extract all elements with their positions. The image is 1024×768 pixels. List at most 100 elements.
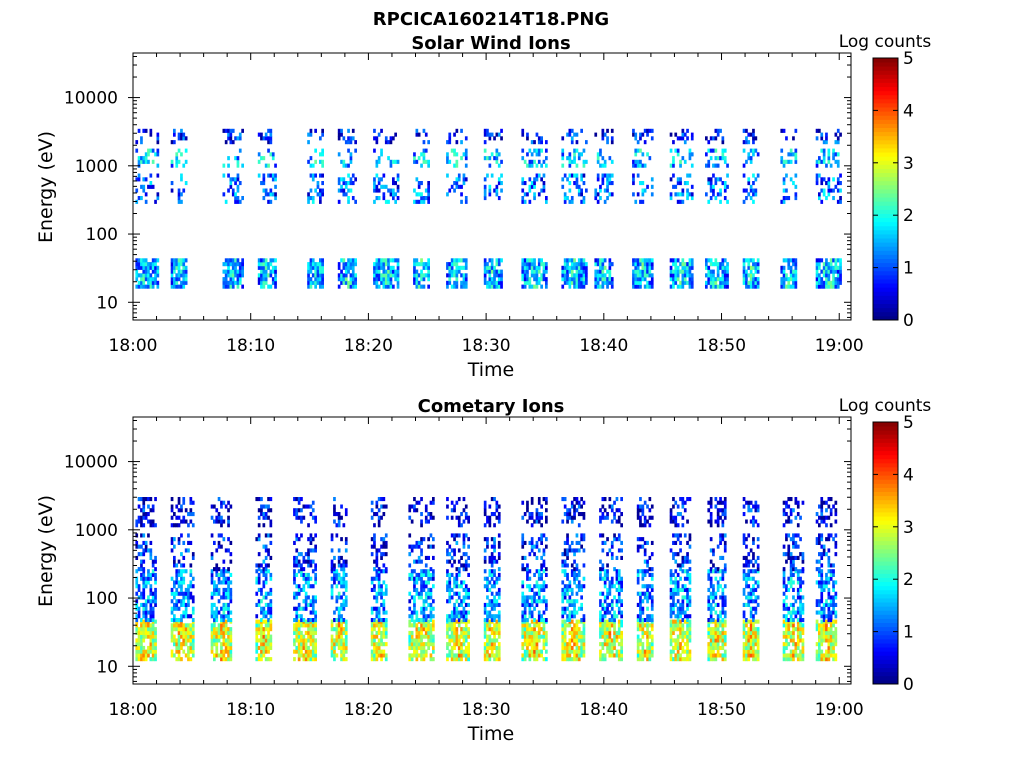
heatmap-cell (229, 552, 233, 557)
heatmap-cell (262, 544, 266, 549)
heatmap-cell (545, 156, 548, 161)
heatmap-cell (540, 140, 543, 145)
heatmap-cell (787, 159, 791, 164)
heatmap-cell (142, 258, 146, 263)
heatmap-cell (530, 548, 534, 553)
heatmap-cell (342, 630, 346, 635)
heatmap-cell (566, 587, 569, 592)
heatmap-cell (450, 555, 454, 560)
heatmap-cell (396, 265, 400, 270)
heatmap-cell (351, 265, 355, 270)
heatmap-cell (528, 515, 532, 520)
heatmap-cell (342, 602, 346, 607)
heatmap-cell (135, 258, 139, 263)
heatmap-cell (267, 140, 270, 145)
heatmap-cell (575, 638, 579, 643)
heatmap-cell (144, 653, 148, 658)
heatmap-cell (184, 519, 188, 524)
heatmap-cell (521, 128, 525, 133)
heatmap-cell (151, 559, 155, 564)
heatmap-cell (742, 148, 746, 153)
heatmap-cell (144, 610, 148, 615)
heatmap-cell (493, 277, 496, 282)
heatmap-cell (542, 533, 546, 538)
heatmap-cell (344, 280, 348, 285)
heatmap-cell (170, 537, 174, 542)
heatmap-cell (577, 504, 581, 509)
heatmap-cell (570, 173, 574, 178)
heatmap-cell (603, 610, 607, 615)
heatmap-cell (337, 630, 341, 635)
heatmap-cell (238, 269, 242, 274)
heatmap-cell (144, 580, 148, 585)
heatmap-cell (540, 258, 543, 263)
heatmap-cell (337, 548, 341, 553)
heatmap-cell (257, 630, 261, 635)
heatmap-cell (488, 645, 492, 650)
heatmap-cell (144, 623, 148, 628)
heatmap-cell (267, 199, 270, 204)
heatmap-cell (545, 284, 548, 289)
heatmap-cell (382, 610, 386, 615)
heatmap-cell (135, 555, 139, 560)
heatmap-cell (723, 265, 727, 270)
heatmap-cell (316, 273, 320, 278)
heatmap-cell (231, 188, 235, 193)
heatmap-cell (575, 163, 579, 168)
heatmap-cell (533, 159, 536, 164)
heatmap-cell (262, 258, 266, 263)
heatmap-cell (523, 540, 527, 545)
heatmap-cell (495, 258, 499, 263)
heatmap-cell (825, 136, 828, 141)
heatmap-cell (384, 610, 388, 615)
heatmap-cell (137, 595, 141, 600)
heatmap-cell (413, 262, 416, 267)
heatmap-cell (561, 623, 565, 628)
heatmap-cell (370, 634, 374, 639)
heatmap-cell (170, 638, 174, 643)
heatmap-cell (530, 599, 534, 604)
heatmap-cell (227, 269, 230, 274)
heatmap-cell (349, 273, 353, 278)
heatmap-cell (839, 280, 842, 285)
colorbar-segment (873, 283, 898, 288)
heatmap-cell (234, 265, 237, 270)
heatmap-cell (373, 657, 376, 662)
heatmap-cell (752, 140, 755, 145)
heatmap-cell (832, 156, 835, 161)
heatmap-cell (321, 163, 324, 168)
heatmap-cell (154, 572, 157, 577)
heatmap-cell (726, 277, 729, 282)
heatmap-cell (170, 497, 174, 502)
heatmap-cell (384, 657, 388, 662)
heatmap-cell (420, 576, 423, 581)
heatmap-cell (396, 159, 400, 164)
heatmap-cell (648, 269, 652, 274)
heatmap-cell (321, 258, 324, 263)
heatmap-cell (149, 591, 153, 596)
heatmap-cell (191, 618, 195, 623)
heatmap-cell (674, 132, 678, 137)
heatmap-cell (453, 606, 456, 611)
heatmap-cell (716, 284, 720, 289)
heatmap-cell (566, 269, 569, 274)
heatmap-cell (304, 630, 308, 635)
heatmap-cell (450, 258, 454, 263)
heatmap-cell (427, 188, 430, 193)
heatmap-cell (382, 537, 386, 542)
heatmap-cell (222, 606, 226, 611)
heatmap-cell (455, 540, 459, 545)
heatmap-cell (650, 258, 654, 263)
heatmap-cell (570, 504, 574, 509)
heatmap-cell (354, 140, 357, 145)
heatmap-cell (394, 181, 397, 186)
heatmap-cell (533, 262, 536, 267)
heatmap-cell (213, 653, 216, 658)
heatmap-cell (650, 128, 654, 133)
heatmap-cell (606, 277, 609, 282)
heatmap-cell (180, 269, 183, 274)
heatmap-cell (570, 638, 574, 643)
heatmap-cell (373, 148, 376, 153)
heatmap-cell (542, 262, 546, 267)
heatmap-cell (497, 181, 501, 186)
